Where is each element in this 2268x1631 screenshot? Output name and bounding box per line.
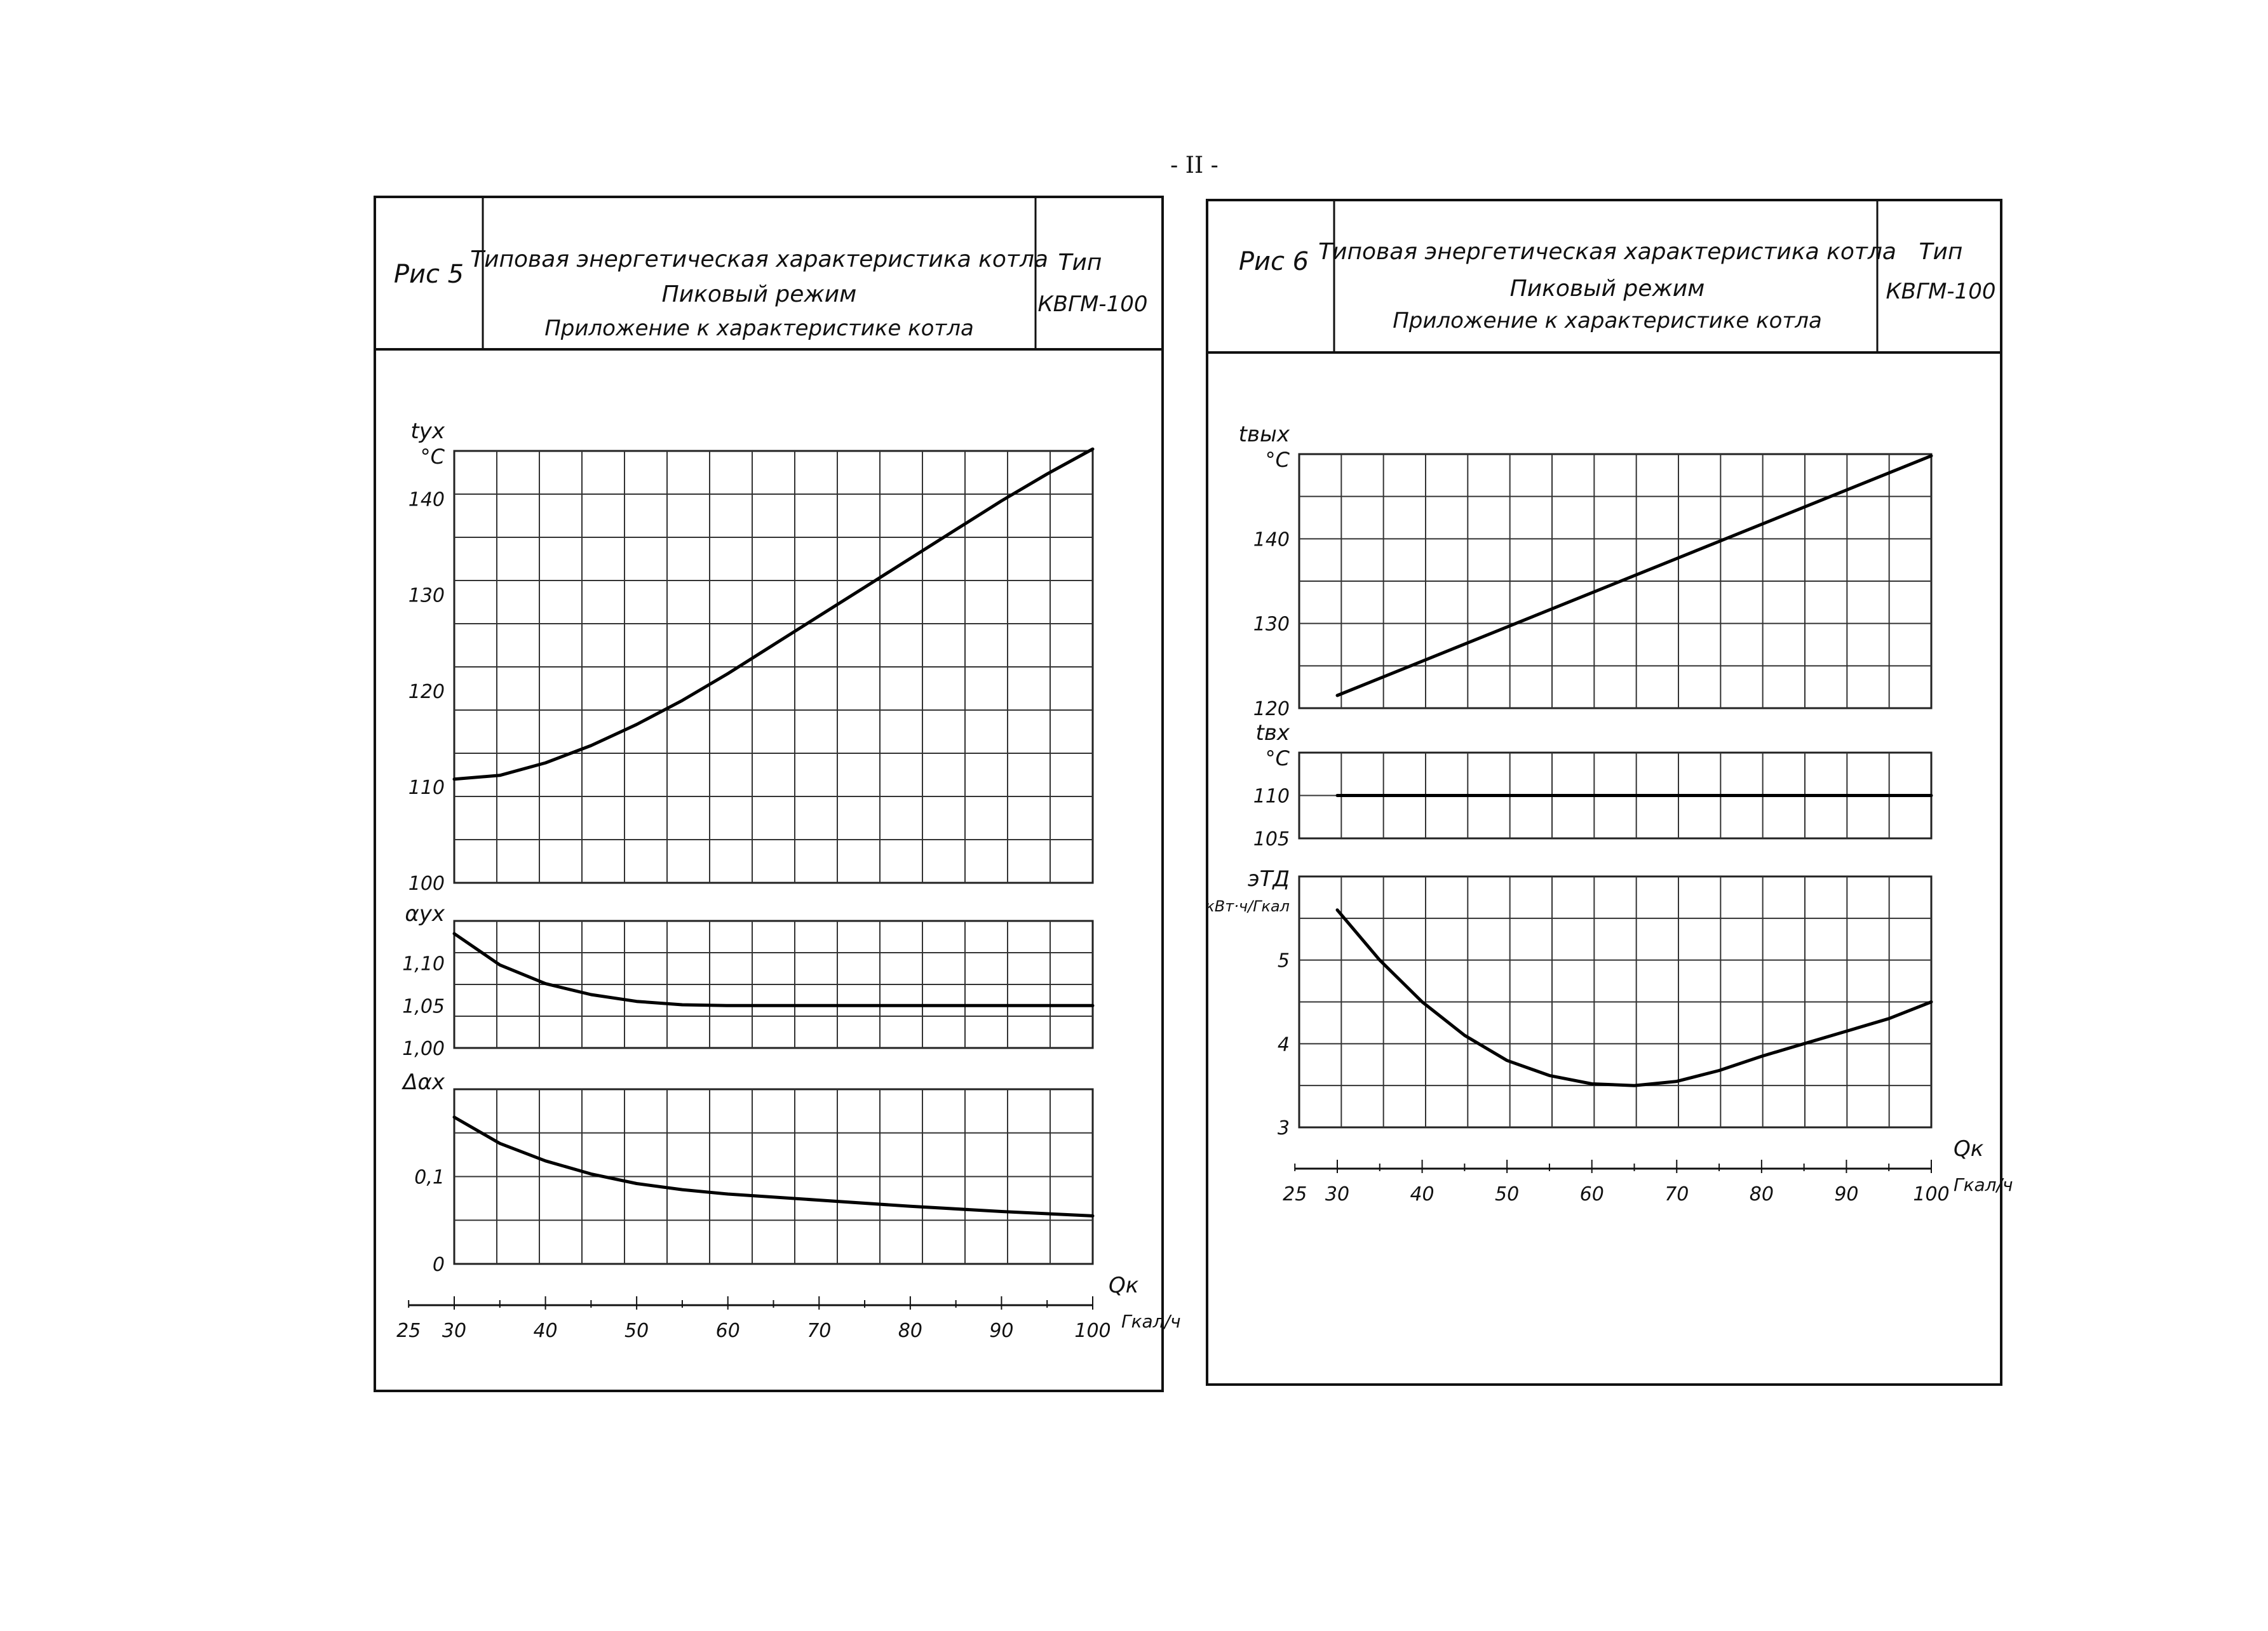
figure-5-frame [374,196,1164,1392]
x-tick-label: 70 [807,1320,831,1342]
y-axis-unit: °C [421,445,445,469]
x-tick-label: 40 [1410,1183,1434,1205]
x-tick-label: 25 [396,1320,421,1342]
y-tick-label: 4 [1278,1033,1290,1056]
y-axis-unit: °C [1266,746,1290,770]
y-tick-label: 110 [408,777,445,799]
figure-5-title-line1: Типовая энергетическая характеристика ко… [470,246,1048,272]
chart-panel: эТД кВт·ч/Гкал 3 4 5 [1205,866,1933,1139]
figure-6-title-line3: Приложение к характеристике котла [1393,308,1822,333]
y-tick-label: 120 [1253,698,1290,720]
page-number: - II - [1170,152,1218,178]
figure-6-title-line1: Типовая энергетическая характеристика ко… [1318,239,1896,265]
x-tick-label: 60 [1580,1183,1604,1205]
y-tick-label: 5 [1278,950,1290,972]
figure-6-label: Рис 6 [1239,247,1309,276]
y-axis-label: Δαх [401,1070,445,1095]
y-tick-label: 1,00 [402,1038,445,1060]
figure-5-title-line3: Приложение к характеристике котла [544,316,974,341]
figure-6: Рис 6 Типовая энергетическая характерист… [1205,199,2013,1386]
y-tick-label: 1,10 [402,953,445,976]
x-axis-label: Qк [1109,1273,1139,1298]
y-tick-label: 120 [408,681,445,703]
figure-6-title-line2: Пиковый режим [1510,276,1705,302]
y-axis-label: эТД [1248,866,1290,892]
x-axis: 25 30 40 50 60 70 80 90 100 Qк Гкал/ч [396,1273,1180,1342]
y-axis-label: αух [405,901,445,927]
series-line [452,932,1095,1007]
chart-panel: αух 1,00 1,05 1,10 [402,901,1095,1060]
x-tick-label: 90 [1834,1183,1858,1205]
figure-5-type-label: Тип [1058,250,1102,276]
chart-panel: Δαх 0 0,1 [401,1070,1095,1276]
x-tick-label: 25 [1283,1183,1307,1205]
figure-5-type-value: КВГМ-100 [1038,292,1148,317]
figure-5-chart: tух°C 100 110 120 130 140 αух 1,00 1,05 1,10 Δαх 0 0… [396,419,1180,1342]
x-tick-label: 50 [1495,1183,1519,1205]
figure-5-title-line2: Пиковый режим [662,281,857,307]
figure-5: Рис 5 Типовая энергетическая характерист… [374,196,1181,1392]
x-axis-unit: Гкал/ч [1121,1311,1181,1332]
y-tick-label: 105 [1253,828,1290,850]
x-tick-label: 60 [716,1320,740,1342]
y-tick-label: 3 [1278,1117,1290,1139]
series-line [452,447,1095,781]
x-tick-label: 100 [1074,1320,1110,1342]
figure-6-type-value: КВГМ-100 [1886,279,1996,304]
series-line [1335,908,1933,1087]
x-tick-label: 90 [989,1320,1013,1342]
y-tick-label: 140 [1253,528,1290,551]
y-tick-label: 140 [408,489,445,511]
figure-6-chart: tвых°C120130140tвх°C105110эТДкВт·ч/Гкал3… [1205,422,2013,1205]
y-tick-label: 130 [408,585,445,607]
series-line [1335,454,1933,697]
x-tick-label: 100 [1913,1183,1949,1205]
y-tick-label: 110 [1253,786,1290,808]
x-tick-label: 30 [1325,1183,1349,1205]
y-axis-label: tвых [1239,422,1290,447]
x-tick-label: 40 [533,1320,557,1342]
x-tick-label: 30 [442,1320,466,1342]
x-tick-label: 50 [624,1320,649,1342]
figure-5-label: Рис 5 [394,260,464,289]
y-tick-label: 1,05 [402,995,445,1017]
x-tick-label: 80 [1750,1183,1774,1205]
x-axis-label: Qк [1954,1136,1984,1162]
figure-6-type-label: Тип [1919,239,1963,265]
x-tick-label: 80 [898,1320,922,1342]
chart-panel: tвых°C 120 130 140 [1239,422,1933,720]
series-line [452,1115,1095,1218]
y-axis-label: tвх [1256,720,1290,746]
chart-panel: tвх°C 105 110 [1253,720,1933,850]
x-axis-unit: Гкал/ч [1954,1174,2013,1195]
y-axis-label: tух [410,419,445,444]
y-tick-label: 0,1 [414,1167,445,1189]
y-tick-label: 130 [1253,614,1290,636]
y-tick-label: 0 [433,1254,445,1276]
figure-6-frame [1206,199,2002,1386]
y-axis-unit: кВт·ч/Гкал [1205,897,1290,915]
y-tick-label: 100 [408,873,445,895]
y-axis-unit: °C [1266,448,1290,472]
x-tick-label: 70 [1664,1183,1689,1205]
chart-panel: tух°C 100 110 120 130 140 [408,419,1095,895]
